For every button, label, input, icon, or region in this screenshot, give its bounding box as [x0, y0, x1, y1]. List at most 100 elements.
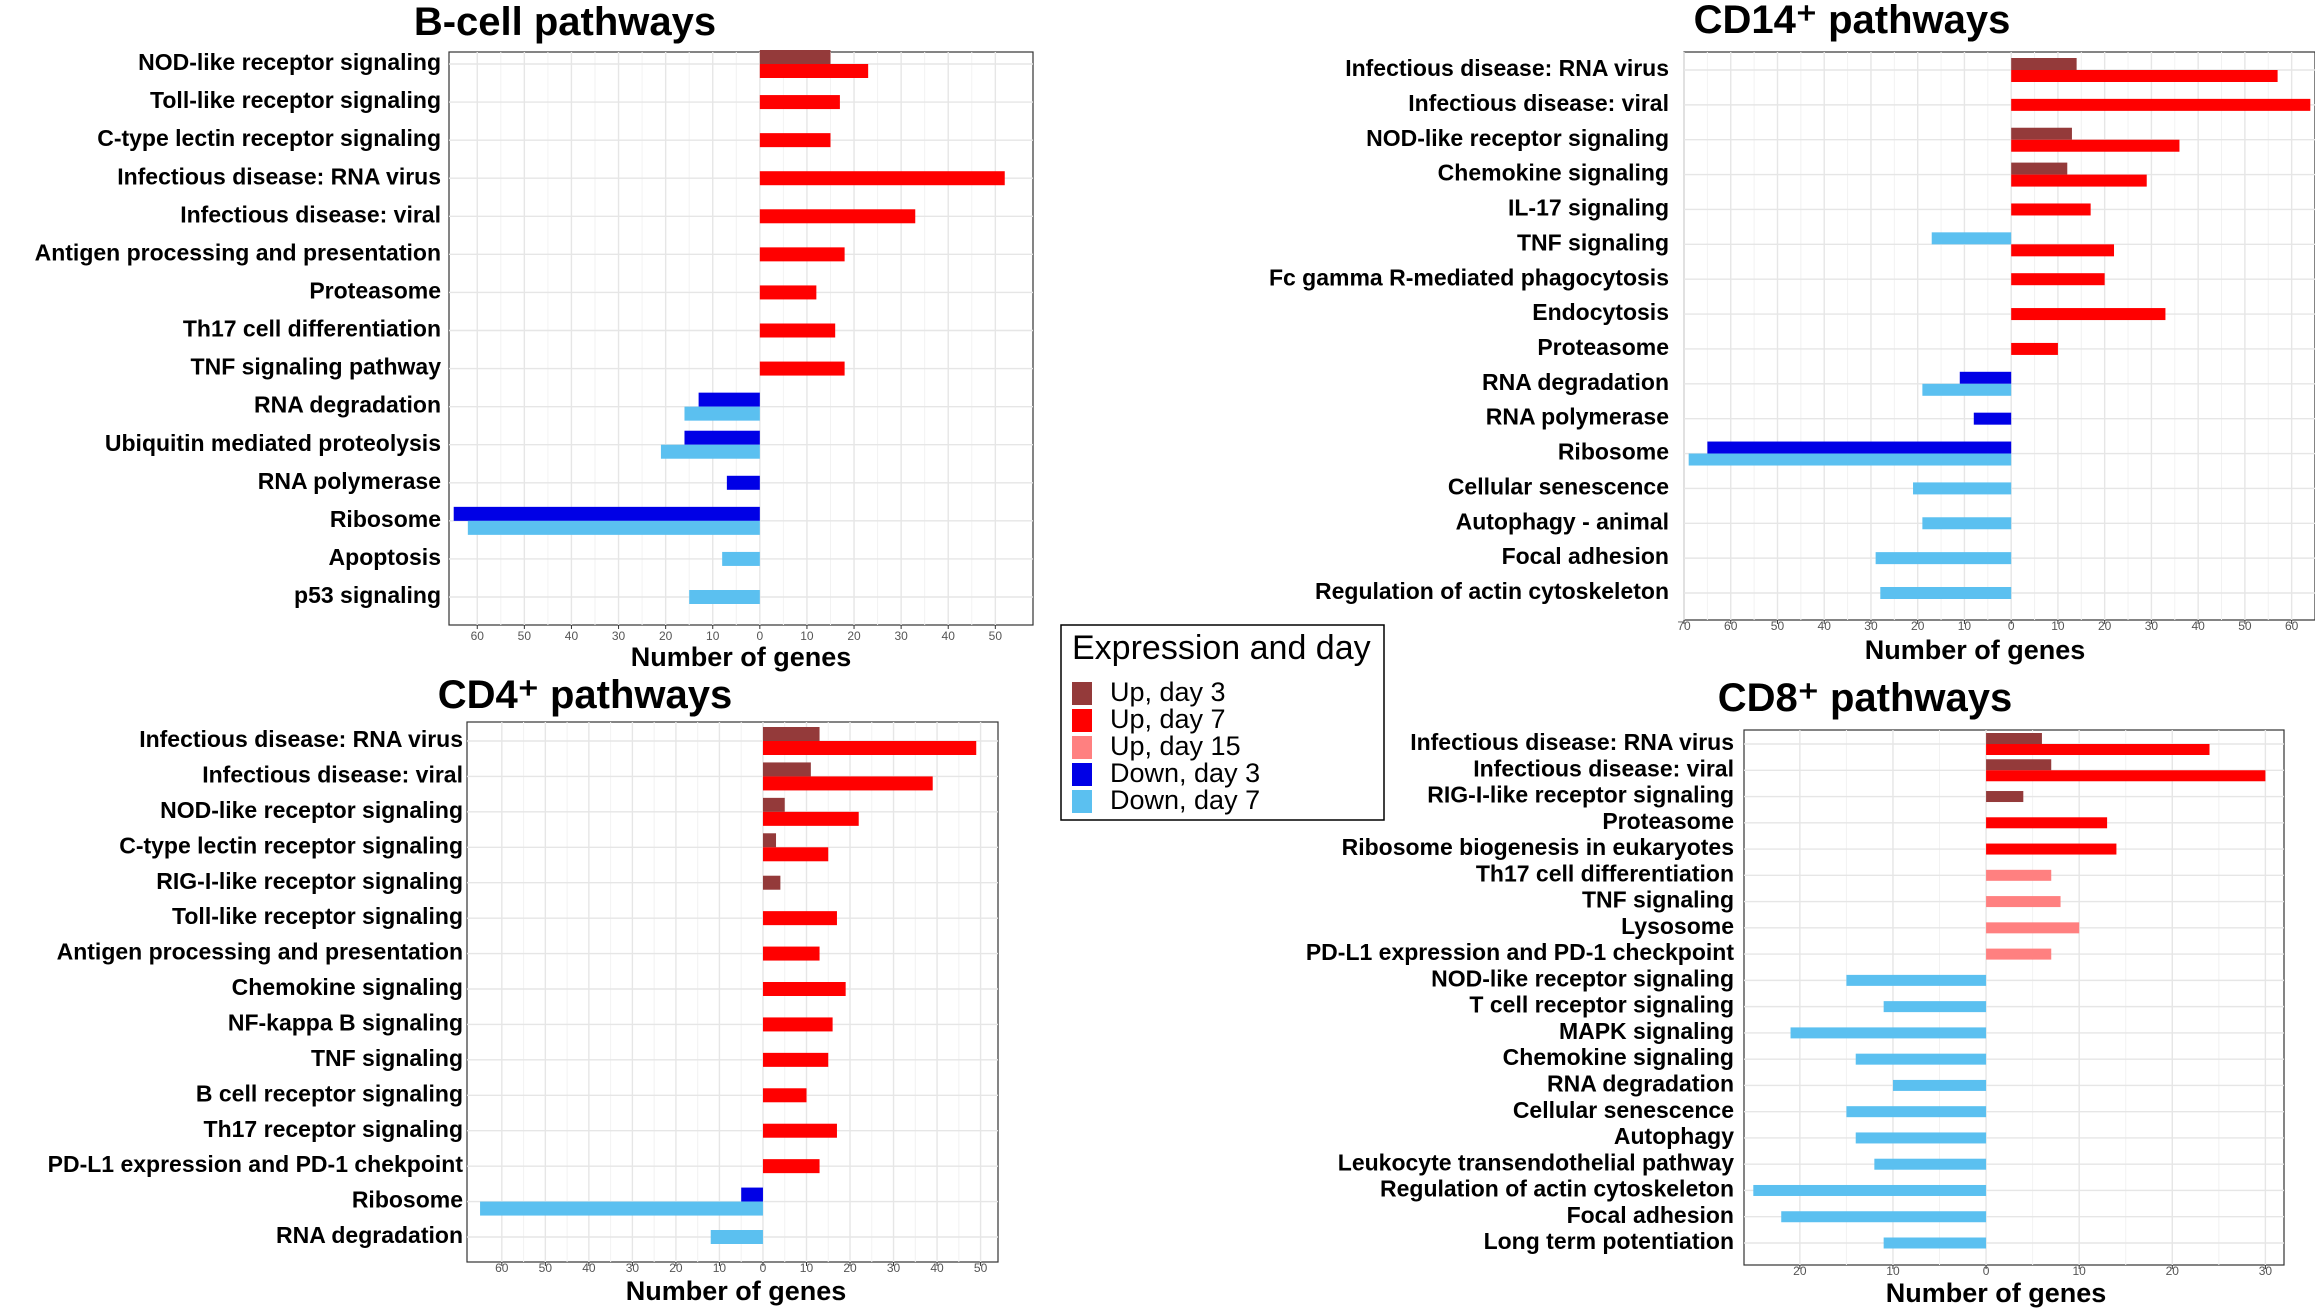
- cd8-category-label: Autophagy: [1614, 1123, 1734, 1149]
- x-tick-label: 20: [1793, 1264, 1807, 1278]
- bar-il-17-signaling-up_day7: [2011, 203, 2091, 216]
- b-cell-x-axis-label: Number of genes: [631, 642, 852, 672]
- bar-p53-signaling-down_day7: [689, 590, 760, 604]
- cd8-panel: CD8⁺ pathways Infectious disease: RNA vi…: [1306, 676, 2285, 1308]
- x-tick-label: 10: [2051, 619, 2065, 633]
- bar-ribosome-biogenesis-in-eukaryotes-up_day7: [1986, 843, 2117, 855]
- cd4-category-label: Infectious disease: viral: [202, 762, 463, 788]
- cd14-category-label: Infectious disease: viral: [1408, 90, 1669, 116]
- bar-proteasome-up_day7: [2011, 342, 2058, 355]
- x-tick-label: 30: [626, 1261, 640, 1275]
- legend-title: Expression and day: [1072, 629, 1371, 667]
- cd4-title: CD4⁺ pathways: [438, 673, 733, 717]
- cd8-gridlines: [1744, 730, 2284, 1265]
- bar-regulation-of-actin-cytoskeleton-down_day7: [1753, 1184, 1987, 1196]
- bar-antigen-processing-and-presentation-up_day7: [759, 247, 845, 262]
- cd8-category-label: RIG-I-like receptor signaling: [1427, 782, 1734, 808]
- b-cell-bars: [453, 50, 1005, 604]
- cd4-category-label: Toll-like receptor signaling: [172, 903, 463, 929]
- cd14-bars: [1688, 58, 2311, 599]
- x-tick-label: 30: [887, 1261, 901, 1275]
- x-tick-label: 50: [2238, 619, 2252, 633]
- bar-infectious-disease-viral-up_day3: [762, 762, 811, 777]
- x-tick-label: 50: [518, 629, 532, 643]
- x-tick-label: 40: [582, 1261, 596, 1275]
- bar-tnf-signaling-up_day7: [2011, 244, 2115, 257]
- bar-infectious-disease-viral-up_day7: [762, 776, 933, 791]
- bar-rna-degradation-down_day7: [1922, 383, 2012, 396]
- bar-ubiquitin-mediated-proteolysis-down_day3: [684, 430, 760, 445]
- legend-swatch-up-day3: [1072, 682, 1092, 705]
- x-tick-label: 20: [2098, 619, 2112, 633]
- cd8-x-ticks: 20 10 0 10 20 30: [1793, 1264, 2272, 1278]
- bar-rna-degradation-down_day7: [684, 406, 760, 421]
- cd8-category-label: Cellular senescence: [1513, 1097, 1734, 1123]
- bar-focal-adhesion-down_day7: [1875, 552, 2012, 565]
- x-tick-label: 40: [1818, 619, 1832, 633]
- bar-infectious-disease-viral-up_day7: [1986, 770, 2266, 782]
- bar-ribosome-down_day7: [480, 1201, 763, 1216]
- legend-swatch-down-day3: [1072, 763, 1092, 786]
- b-cell-category-label: Antigen processing and presentation: [35, 239, 441, 265]
- x-tick-label: 20: [2166, 1264, 2180, 1278]
- bar-infectious-disease-viral-up_day3: [1986, 759, 2052, 771]
- x-tick-label: 20: [843, 1261, 857, 1275]
- b-cell-category-label: RNA polymerase: [258, 468, 441, 494]
- x-tick-label: 20: [659, 629, 673, 643]
- cd14-category-label: Focal adhesion: [1502, 543, 1669, 569]
- x-tick-label: 30: [612, 629, 626, 643]
- cd14-category-label: Ribosome: [1558, 439, 1669, 465]
- bar-rna-degradation-down_day3: [1959, 371, 2012, 384]
- cd8-category-label: Infectious disease: viral: [1473, 755, 1734, 781]
- cd14-category-label: Cellular senescence: [1448, 473, 1669, 499]
- cd14-category-labels: Infectious disease: RNA virus Infectious …: [1269, 55, 1669, 604]
- x-tick-label: 50: [539, 1261, 553, 1275]
- legend-label-up-day7: Up, day 7: [1110, 704, 1226, 734]
- b-cell-category-label: Ubiquitin mediated proteolysis: [105, 430, 441, 456]
- cd4-category-label: Antigen processing and presentation: [57, 939, 463, 965]
- bar-ribosome-down_day7: [467, 520, 760, 535]
- bar-focal-adhesion-down_day7: [1781, 1211, 1987, 1223]
- cd4-category-labels: Infectious disease: RNA virus Infectious …: [48, 726, 464, 1248]
- cd8-plot-area: [1743, 729, 2285, 1266]
- bar-cellular-senescence-down_day7: [1913, 482, 2012, 495]
- legend-box: [1060, 624, 1385, 821]
- cd8-category-label: Lysosome: [1621, 913, 1734, 939]
- cd8-category-label: Chemokine signaling: [1503, 1044, 1734, 1070]
- bar-infectious-disease-rna-virus-up_day7: [759, 171, 1005, 186]
- cd4-category-label: B cell receptor signaling: [196, 1080, 463, 1106]
- bar-c-type-lectin-receptor-signaling-up_day7: [762, 847, 829, 862]
- cd14-panel: CD14⁺ pathways Infectious disease: RNA v…: [1269, 0, 2315, 665]
- x-tick-label: 0: [2008, 619, 2015, 633]
- bar-nod-like-receptor-signaling-up_day3: [762, 797, 785, 812]
- bar-infectious-disease-rna-virus-up_day3: [2011, 58, 2077, 70]
- cd4-category-label: NOD-like receptor signaling: [160, 797, 463, 823]
- cd14-category-label: Regulation of actin cytoskeleton: [1315, 578, 1669, 604]
- legend-swatch-up-day7: [1072, 709, 1092, 732]
- bar-toll-like-receptor-signaling-up_day7: [762, 911, 837, 926]
- cd14-category-label: Proteasome: [1537, 334, 1669, 360]
- x-tick-label: 40: [2191, 619, 2205, 633]
- bar-rig-i-like-receptor-signaling-up_day3: [762, 875, 781, 890]
- bar-rna-degradation-down_day3: [698, 392, 760, 407]
- b-cell-category-label: Ribosome: [330, 506, 441, 532]
- bar-infectious-disease-rna-virus-up_day3: [762, 727, 820, 741]
- bar-rna-degradation-down_day7: [710, 1230, 763, 1244]
- b-cell-category-labels: NOD-like receptor signaling Toll-like rec…: [35, 49, 442, 608]
- cd8-bars: [1753, 733, 2266, 1249]
- x-tick-label: 70: [1677, 619, 1691, 633]
- bar-regulation-of-actin-cytoskeleton-down_day7: [1880, 587, 2012, 599]
- x-tick-label: 40: [565, 629, 579, 643]
- cd14-category-label: Chemokine signaling: [1438, 160, 1669, 186]
- cd14-x-axis-label: Number of genes: [1865, 635, 2086, 665]
- bar-ribosome-down_day3: [1707, 441, 2012, 454]
- cd14-category-label: NOD-like receptor signaling: [1366, 125, 1669, 151]
- bar-rna-degradation-down_day7: [1892, 1079, 1987, 1091]
- bar-infectious-disease-rna-virus-up_day7: [2011, 70, 2278, 82]
- bar-ribosome-down_day3: [453, 506, 760, 521]
- x-tick-label: 10: [1958, 619, 1972, 633]
- b-cell-category-label: Infectious disease: RNA virus: [117, 163, 441, 189]
- cd8-category-label: Leukocyte transendothelial pathway: [1338, 1149, 1734, 1175]
- cd4-category-label: RIG-I-like receptor signaling: [156, 868, 463, 894]
